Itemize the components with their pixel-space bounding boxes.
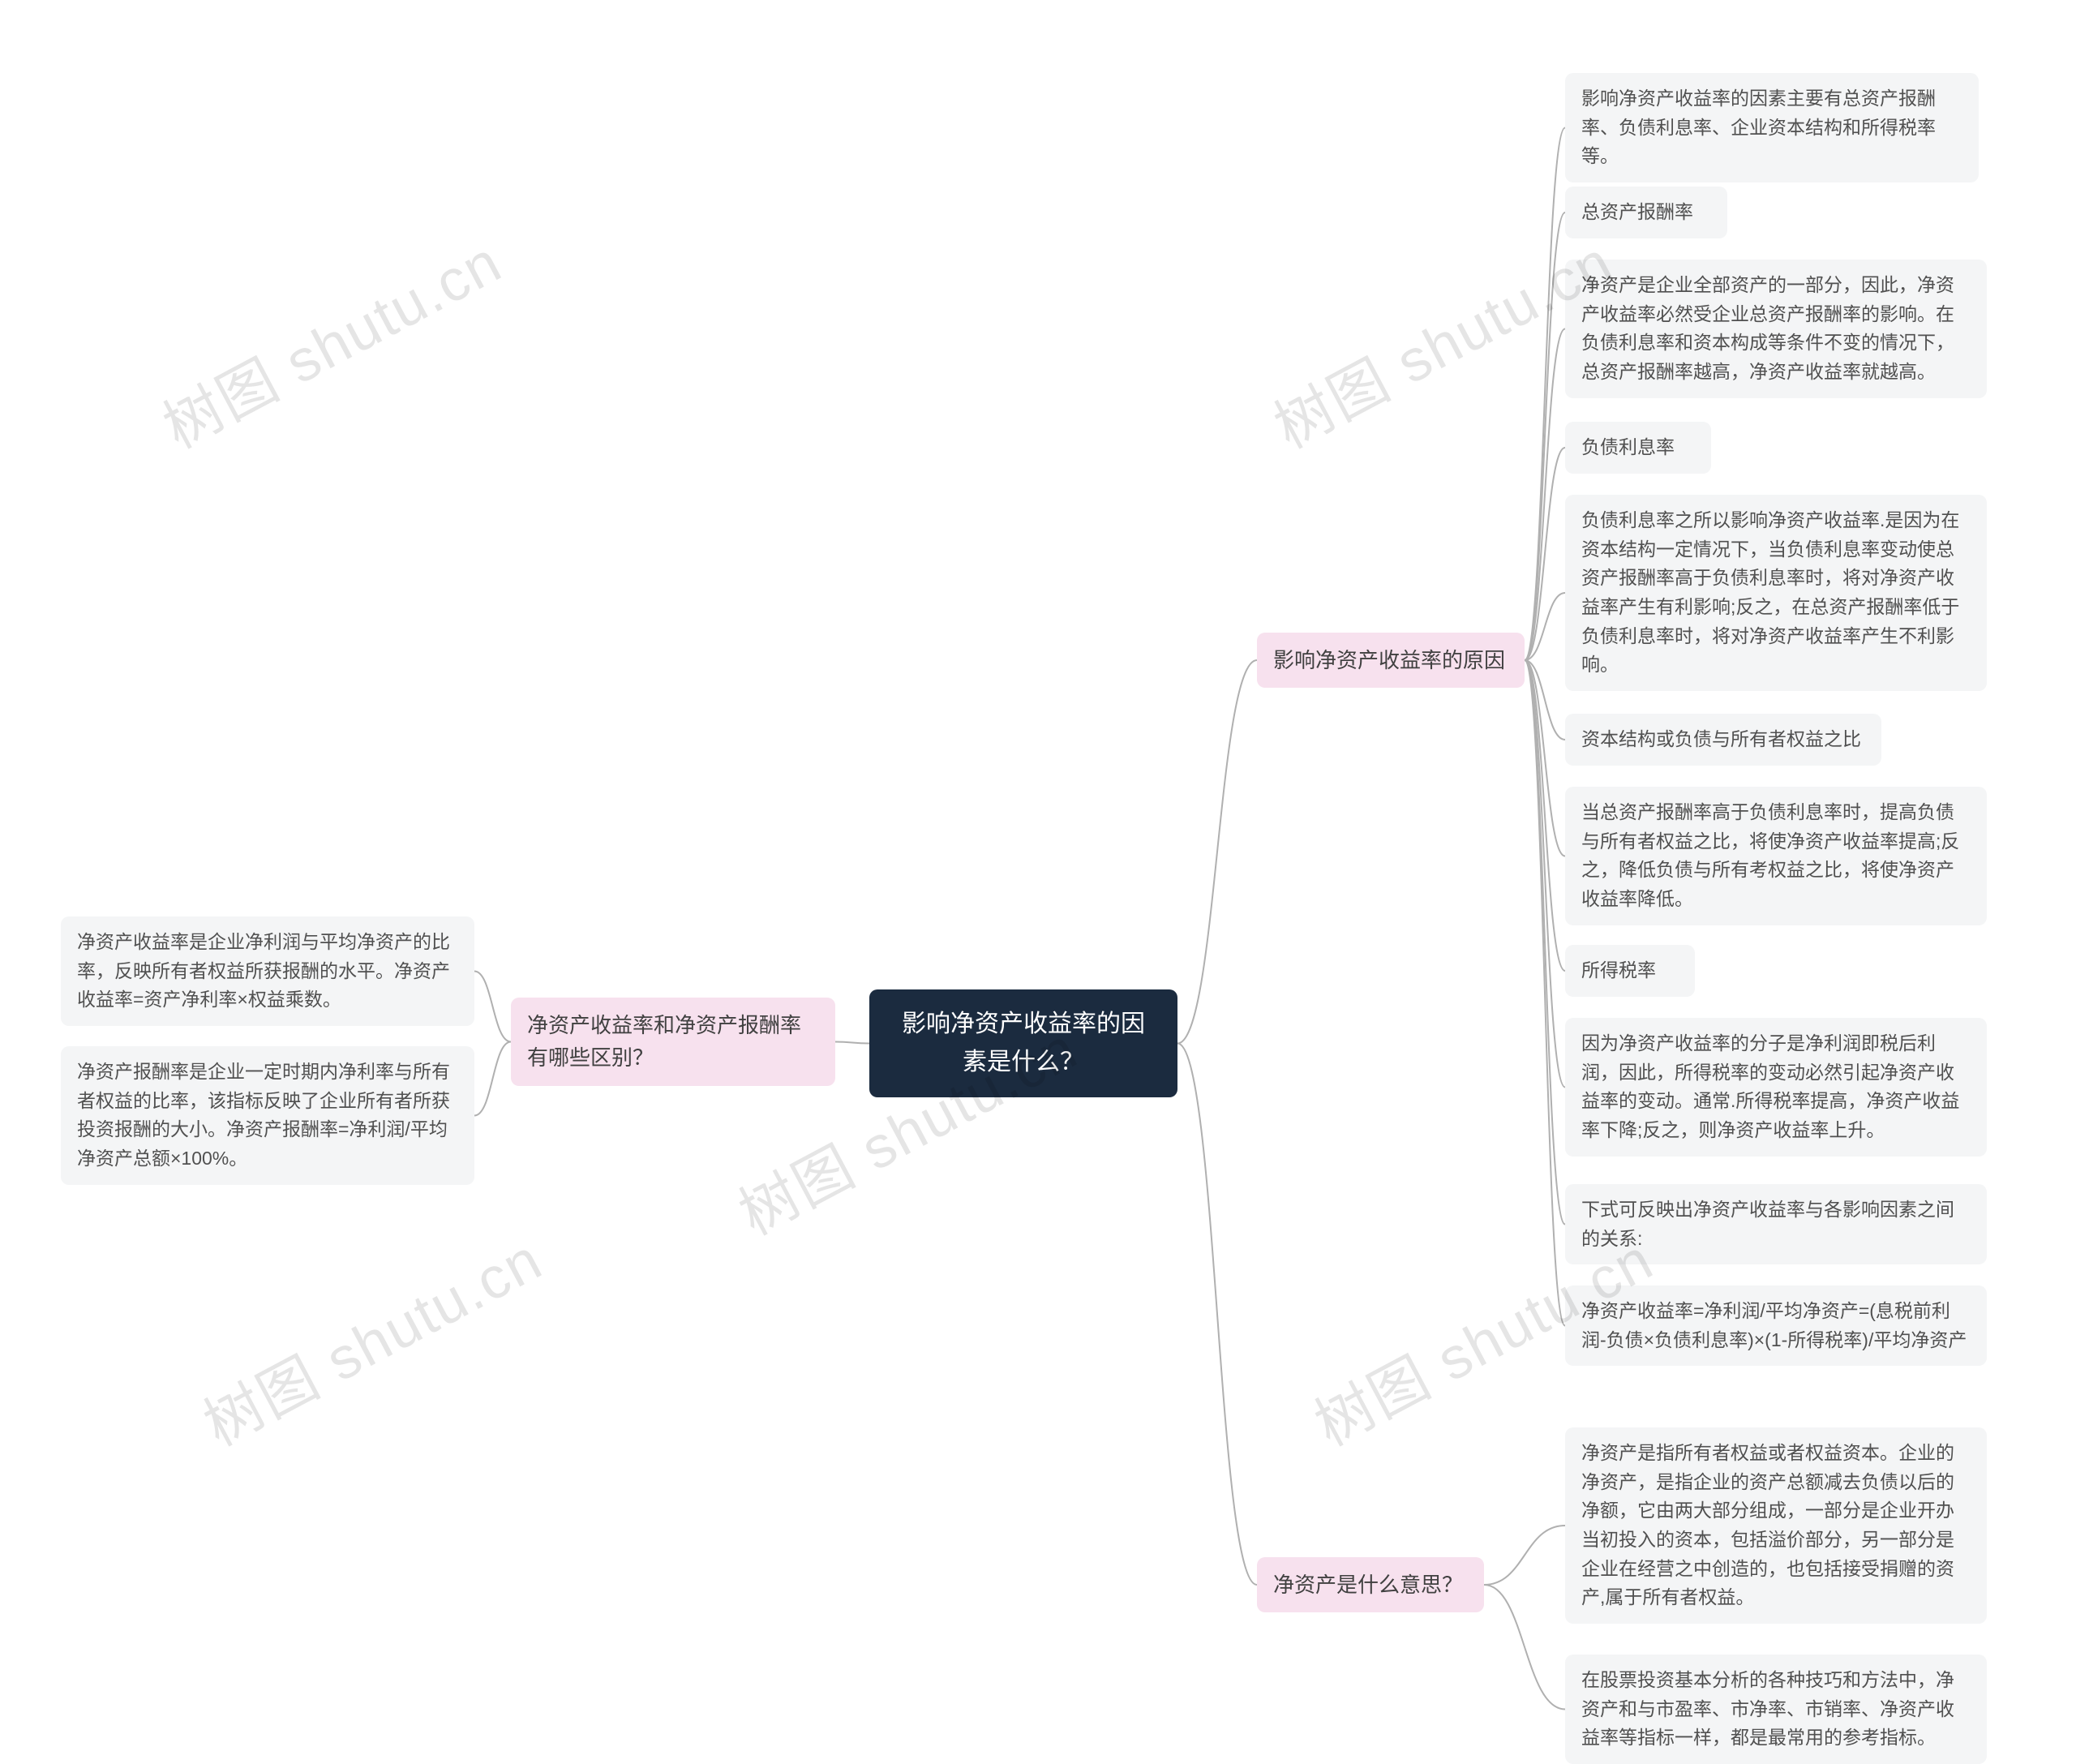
leaf-capital-structure-detail: 当总资产报酬率高于负债利息率时，提高负债与所有者权益之比，将使净资产收益率提高;… <box>1565 787 1987 925</box>
branch-reasons[interactable]: 影响净资产收益率的原因 <box>1257 633 1525 688</box>
leaf-tax-rate-detail: 因为净资产收益率的分子是净利润即税后利润，因此，所得税率的变动必然引起净资产收益… <box>1565 1018 1987 1157</box>
root-node[interactable]: 影响净资产收益率的因素是什么？ <box>869 989 1177 1097</box>
branch-left-diff[interactable]: 净资产收益率和净资产报酬率有哪些区别？ <box>511 998 835 1086</box>
leaf-total-asset-return-title: 总资产报酬率 <box>1565 187 1727 238</box>
leaf-total-asset-return-detail: 净资产是企业全部资产的一部分，因此，净资产收益率必然受企业总资产报酬率的影响。在… <box>1565 260 1987 398</box>
branch-meaning[interactable]: 净资产是什么意思？ <box>1257 1557 1484 1612</box>
leaf-tax-rate-title: 所得税率 <box>1565 945 1695 997</box>
leaf-debt-rate-title: 负债利息率 <box>1565 422 1711 474</box>
watermark: 树图 shutu.cn <box>187 1212 555 1462</box>
leaf-net-asset-usage: 在股票投资基本分析的各种技巧和方法中，净资产和与市盈率、市净率、市销率、净资产收… <box>1565 1655 1987 1764</box>
leaf-reason-overview: 影响净资产收益率的因素主要有总资产报酬率、负债利息率、企业资本结构和所得税率等。 <box>1565 73 1979 182</box>
leaf-net-asset-def: 净资产是指所有者权益或者权益资本。企业的净资产，是指企业的资产总额减去负债以后的… <box>1565 1427 1987 1624</box>
leaf-capital-structure-title: 资本结构或负债与所有者权益之比 <box>1565 714 1881 766</box>
leaf-rona-def: 净资产报酬率是企业一定时期内净利率与所有者权益的比率，该指标反映了企业所有者所获… <box>61 1046 474 1185</box>
watermark: 树图 shutu.cn <box>146 215 514 465</box>
leaf-formula-intro: 下式可反映出净资产收益率与各影响因素之间的关系: <box>1565 1184 1987 1264</box>
leaf-formula: 净资产收益率=净利润/平均净资产=(息税前利润-负债×负债利息率)×(1-所得税… <box>1565 1285 1987 1366</box>
leaf-debt-rate-detail: 负债利息率之所以影响净资产收益率.是因为在资本结构一定情况下，当负债利息率变动使… <box>1565 495 1987 691</box>
mindmap-canvas: 影响净资产收益率的因素是什么？ 净资产收益率和净资产报酬率有哪些区别？ 净资产收… <box>0 0 2076 1715</box>
leaf-roe-def: 净资产收益率是企业净利润与平均净资产的比率，反映所有者权益所获报酬的水平。净资产… <box>61 916 474 1026</box>
